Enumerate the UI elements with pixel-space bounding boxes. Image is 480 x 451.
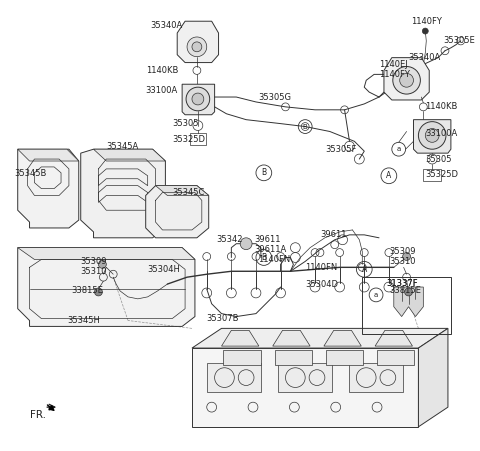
Circle shape bbox=[419, 122, 446, 149]
Polygon shape bbox=[177, 21, 218, 63]
Polygon shape bbox=[221, 330, 259, 346]
Circle shape bbox=[393, 66, 420, 94]
Bar bbox=[348, 363, 403, 392]
Text: 35304D: 35304D bbox=[305, 280, 338, 289]
Bar bbox=[377, 350, 414, 365]
Text: 39611A: 39611A bbox=[254, 245, 286, 254]
Polygon shape bbox=[384, 58, 429, 100]
Text: 1140FY: 1140FY bbox=[411, 17, 443, 26]
Text: 35325D: 35325D bbox=[425, 170, 458, 179]
Bar bbox=[275, 350, 312, 365]
Text: 35310: 35310 bbox=[81, 267, 107, 276]
Polygon shape bbox=[192, 328, 448, 348]
Text: 1140FN: 1140FN bbox=[258, 255, 290, 264]
Circle shape bbox=[98, 260, 107, 268]
Polygon shape bbox=[146, 186, 209, 238]
Bar bbox=[207, 363, 261, 392]
Circle shape bbox=[192, 42, 202, 52]
Text: a: a bbox=[396, 146, 401, 152]
Text: 35309: 35309 bbox=[81, 257, 107, 266]
Bar bbox=[190, 133, 206, 145]
Text: 35305F: 35305F bbox=[325, 145, 356, 154]
Circle shape bbox=[400, 74, 413, 87]
Polygon shape bbox=[375, 330, 412, 346]
Text: A: A bbox=[361, 265, 367, 274]
Text: 1140KB: 1140KB bbox=[146, 66, 178, 75]
Polygon shape bbox=[419, 328, 448, 427]
Text: 1140FN: 1140FN bbox=[305, 263, 337, 272]
Text: 35340A: 35340A bbox=[151, 21, 183, 30]
Bar bbox=[362, 277, 451, 334]
Text: 35309: 35309 bbox=[389, 247, 415, 256]
Text: 35325D: 35325D bbox=[172, 135, 205, 144]
Polygon shape bbox=[182, 84, 215, 115]
Polygon shape bbox=[18, 149, 79, 228]
Text: 35304H: 35304H bbox=[148, 265, 180, 274]
Text: a: a bbox=[374, 292, 378, 298]
Polygon shape bbox=[394, 287, 423, 317]
Text: 31337F: 31337F bbox=[386, 279, 418, 288]
Text: 35305: 35305 bbox=[172, 119, 199, 128]
Polygon shape bbox=[273, 330, 310, 346]
Text: 35345H: 35345H bbox=[67, 316, 100, 325]
Polygon shape bbox=[94, 149, 166, 161]
Circle shape bbox=[186, 87, 210, 111]
Text: 31337F: 31337F bbox=[386, 279, 418, 288]
Text: 33815E: 33815E bbox=[71, 286, 103, 295]
Text: 35345A: 35345A bbox=[107, 142, 139, 151]
Text: A: A bbox=[386, 171, 392, 180]
Bar bbox=[277, 363, 332, 392]
Text: 35305G: 35305G bbox=[258, 92, 291, 101]
Circle shape bbox=[405, 288, 412, 296]
Circle shape bbox=[406, 69, 411, 75]
Text: 35305: 35305 bbox=[425, 155, 452, 164]
Circle shape bbox=[425, 129, 439, 143]
Text: 35307B: 35307B bbox=[207, 314, 239, 323]
Text: 35345B: 35345B bbox=[15, 169, 47, 178]
Text: 35310: 35310 bbox=[389, 257, 415, 266]
Polygon shape bbox=[18, 248, 195, 327]
Polygon shape bbox=[324, 330, 361, 346]
Text: 39611: 39611 bbox=[254, 235, 280, 244]
Text: 33815E: 33815E bbox=[389, 286, 421, 295]
Text: 35305E: 35305E bbox=[443, 37, 475, 46]
Bar bbox=[326, 350, 363, 365]
Text: 1140FY: 1140FY bbox=[379, 70, 410, 79]
Circle shape bbox=[187, 37, 207, 57]
Text: 33100A: 33100A bbox=[146, 86, 178, 95]
Text: FR.: FR. bbox=[30, 410, 46, 420]
Polygon shape bbox=[81, 149, 166, 238]
Circle shape bbox=[403, 253, 410, 260]
Circle shape bbox=[192, 93, 204, 105]
Polygon shape bbox=[156, 186, 209, 195]
Text: 33100A: 33100A bbox=[425, 129, 457, 138]
Polygon shape bbox=[192, 348, 419, 427]
Text: 1140KB: 1140KB bbox=[425, 102, 457, 111]
Circle shape bbox=[422, 28, 428, 34]
Text: 35342: 35342 bbox=[216, 235, 243, 244]
Text: B: B bbox=[303, 124, 308, 129]
Polygon shape bbox=[18, 149, 79, 161]
Text: 39611: 39611 bbox=[320, 230, 347, 239]
Text: 1140EJ: 1140EJ bbox=[379, 60, 408, 69]
Circle shape bbox=[95, 288, 102, 296]
Bar bbox=[224, 350, 261, 365]
Text: B: B bbox=[261, 168, 266, 177]
Polygon shape bbox=[18, 248, 195, 259]
Text: 35340A: 35340A bbox=[408, 53, 441, 62]
Polygon shape bbox=[413, 120, 451, 153]
Bar bbox=[423, 169, 441, 181]
Text: B: B bbox=[261, 253, 266, 262]
Circle shape bbox=[240, 238, 252, 249]
Text: 35345C: 35345C bbox=[172, 188, 204, 197]
